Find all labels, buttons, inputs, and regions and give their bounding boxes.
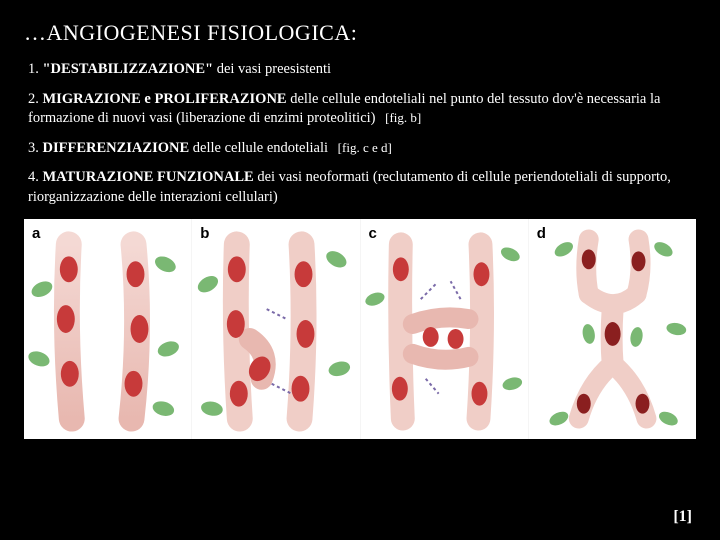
point-3-rest: delle cellule endoteliali [189,140,328,156]
panel-a-svg [24,219,191,439]
citation-ref: [1] [673,508,692,526]
slide-title: …ANGIOGENESI FISIOLOGICA: [24,20,696,46]
point-3-num: 3. [28,140,39,156]
point-3-figref: [fig. c e d] [338,140,392,155]
angiogenesis-figure: a [24,219,696,439]
point-2: 2. MIGRAZIONE e PROLIFERAZIONE delle cel… [24,90,696,129]
panel-d-svg [529,219,696,439]
point-1-num: 1. [28,61,39,77]
panel-d: d [529,219,696,439]
point-1-rest: dei vasi preesistenti [213,61,331,77]
point-1: 1. "DESTABILIZZAZIONE" dei vasi preesist… [24,60,696,80]
point-2-num: 2. [28,91,39,107]
panel-b-svg [192,219,359,439]
point-3: 3. DIFFERENZIAZIONE delle cellule endote… [24,139,696,159]
panel-c-svg [361,219,528,439]
point-3-keyword: DIFFERENZIAZIONE [43,140,190,156]
panel-a: a [24,219,192,439]
point-2-keyword: MIGRAZIONE e PROLIFERAZIONE [43,91,287,107]
point-4: 4. MATURAZIONE FUNZIONALE dei vasi neofo… [24,168,696,207]
point-4-keyword: MATURAZIONE FUNZIONALE [43,169,254,185]
point-4-num: 4. [28,169,39,185]
slide-container: …ANGIOGENESI FISIOLOGICA: 1. "DESTABILIZ… [0,0,720,540]
point-2-figref: [fig. b] [385,110,421,125]
panel-c: c [361,219,529,439]
point-1-keyword: "DESTABILIZZAZIONE" [43,61,214,77]
panel-b: b [192,219,360,439]
